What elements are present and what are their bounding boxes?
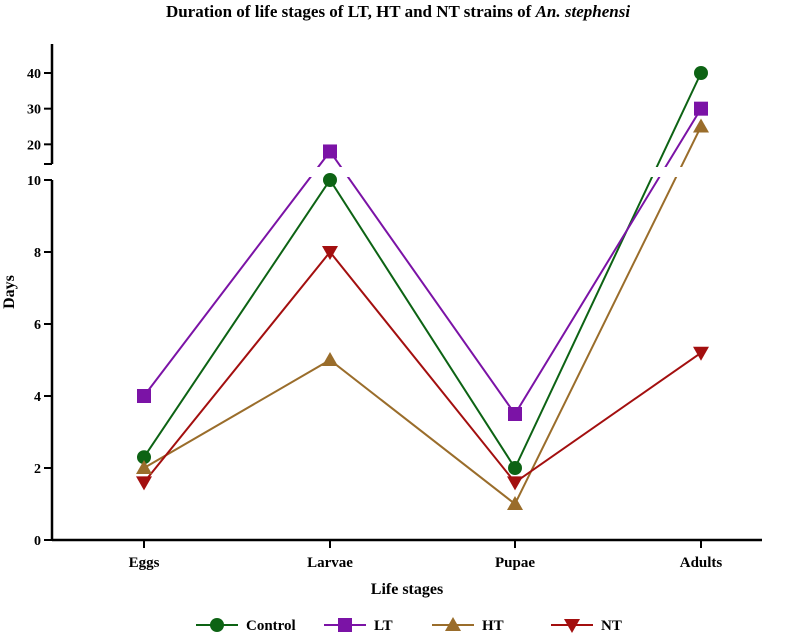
point-lt <box>323 144 337 159</box>
y-tick-label: 40 <box>27 67 41 82</box>
legend-marker-lt <box>338 618 352 632</box>
y-tick-label: 0 <box>34 534 41 549</box>
series-line-nt <box>143 250 702 484</box>
point-nt <box>136 476 152 491</box>
point-lt <box>508 407 522 421</box>
legend-marker-control <box>210 618 224 632</box>
point-ht <box>507 496 523 510</box>
legend: Control LT HT NT <box>196 617 622 633</box>
legend-label-lt: LT <box>374 618 393 633</box>
y-tick-label: 20 <box>27 138 41 153</box>
y-tick-label: 4 <box>34 390 41 405</box>
series-line-lt <box>143 108 702 416</box>
legend-label-control: Control <box>246 618 296 633</box>
chart-title-species: An. stephensi <box>535 2 631 21</box>
legend-label-nt: NT <box>601 618 622 633</box>
x-axis-label: Life stages <box>371 581 443 598</box>
point-ht <box>136 460 152 474</box>
series-layer <box>54 65 764 510</box>
x-tick-label: Pupae <box>495 555 535 571</box>
series-line-ht <box>143 126 702 506</box>
y-tick-label: 2 <box>34 462 41 477</box>
point-nt <box>693 346 709 361</box>
point-ht <box>693 118 709 133</box>
point-control <box>137 450 151 465</box>
y-tick-label: 6 <box>34 318 41 333</box>
y-axis-label: Days <box>1 275 18 309</box>
x-tick-label: Larvae <box>307 555 353 571</box>
point-nt <box>322 246 338 260</box>
point-lt <box>694 101 708 116</box>
axes: Eggs Larvae Pupae Adults Life stages 0 2 4 6 8 10 2… <box>1 44 762 598</box>
point-control <box>323 173 337 187</box>
chart-title: Duration of life stages of LT, HT and NT… <box>165 2 631 21</box>
y-tick-label: 30 <box>27 103 41 118</box>
legend-marker-nt <box>564 619 580 633</box>
series-line-control <box>143 72 702 471</box>
legend-label-ht: HT <box>482 618 504 633</box>
axis-break-gap <box>54 167 764 177</box>
point-ht <box>322 352 338 366</box>
x-tick-label: Eggs <box>129 555 160 571</box>
point-nt <box>507 476 523 491</box>
x-tick-label: Adults <box>680 555 723 571</box>
point-control <box>694 65 708 80</box>
y-tick-label: 8 <box>34 246 41 261</box>
point-control <box>508 461 522 475</box>
y-tick-label: 10 <box>27 174 41 189</box>
legend-marker-ht <box>445 617 461 631</box>
point-lt <box>137 389 151 403</box>
